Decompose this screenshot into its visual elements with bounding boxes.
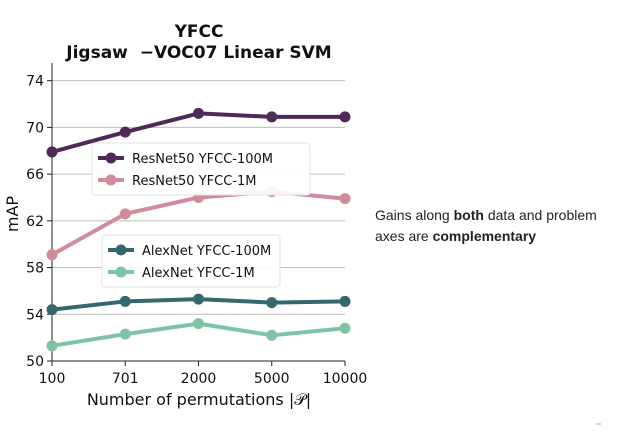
legend-swatch-marker	[115, 244, 127, 256]
data-point	[339, 193, 351, 205]
y-tick-label: 70	[26, 120, 44, 136]
data-point	[119, 208, 131, 220]
y-tick-label: 58	[26, 261, 44, 277]
data-point	[266, 329, 278, 341]
legend-label: ResNet50 YFCC-1M	[132, 174, 256, 189]
legend-swatch-marker	[115, 266, 127, 278]
legend-swatch-marker	[105, 152, 117, 164]
data-point	[266, 111, 278, 123]
caption: Gains along both data and problem axes a…	[375, 205, 615, 247]
chart-subtitle: Jigsaw −VOC07 Linear SVM	[65, 43, 331, 63]
legend-box	[91, 142, 311, 196]
data-point	[119, 295, 131, 307]
caption-text-1: Gains along	[375, 207, 454, 223]
data-point	[119, 126, 131, 138]
data-point	[193, 107, 204, 119]
data-point	[339, 111, 351, 123]
chart-title: YFCC	[174, 22, 224, 42]
data-point	[119, 328, 131, 340]
legend-swatch-marker	[105, 174, 117, 186]
legend-label: AlexNet YFCC-1M	[142, 266, 255, 281]
y-tick-label: 74	[26, 74, 44, 90]
x-tick-label: 2000	[181, 371, 217, 387]
data-point	[339, 295, 351, 307]
data-point	[46, 146, 58, 158]
legend-label: ResNet50 YFCC-100M	[132, 152, 273, 167]
caption-text-2: data and problem axes are	[375, 207, 597, 244]
y-tick-label: 66	[26, 167, 44, 183]
y-tick-label: 62	[26, 214, 44, 230]
legend-label: AlexNet YFCC-100M	[142, 244, 271, 259]
y-tick-label: 54	[26, 307, 44, 323]
x-tick-label: 100	[39, 371, 66, 387]
caption-bold-complementary: complementary	[432, 228, 537, 244]
slide-marker	[596, 423, 601, 425]
y-axis-label: mAP	[3, 196, 22, 233]
data-point	[46, 340, 58, 352]
legends: ResNet50 YFCC-100M ResNet50 YFCC-1M AlexNe…	[91, 142, 311, 288]
data-point	[339, 322, 351, 334]
data-point	[46, 249, 58, 261]
data-point	[266, 297, 278, 309]
data-point	[46, 304, 58, 316]
data-point	[193, 318, 204, 330]
x-tick-label: 10000	[323, 371, 368, 387]
caption-bold-both: both	[453, 207, 484, 223]
x-tick-label: 5000	[254, 371, 290, 387]
y-tick-label: 50	[26, 354, 44, 370]
legend-box	[101, 234, 281, 288]
data-point	[193, 293, 204, 305]
x-axis-label: Number of permutations |𝒫|	[87, 390, 311, 409]
x-tick-label: 701	[112, 371, 139, 387]
axes: 50 54 58 62 66 70 74 100 701 2000 5000 10000	[26, 63, 367, 387]
